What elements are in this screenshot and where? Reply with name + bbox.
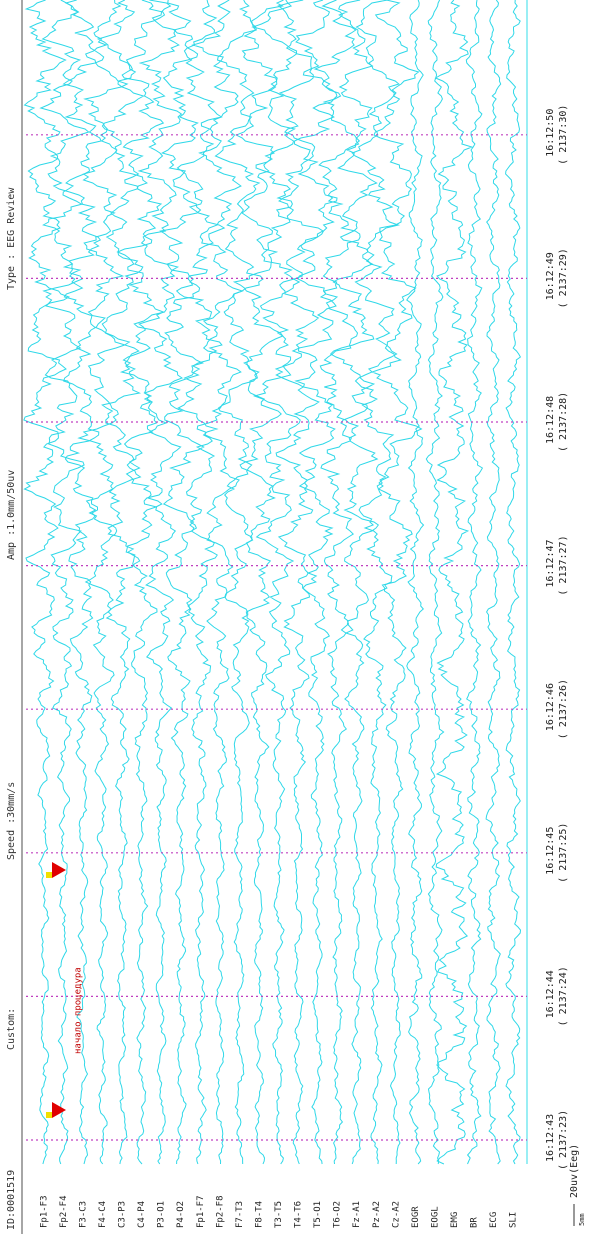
scale-width: 5mm — [578, 1213, 586, 1226]
channel-label: EOGL — [430, 1206, 440, 1228]
header-field: ID:0001519 — [6, 1170, 17, 1230]
channel-label: Pz-A2 — [372, 1201, 382, 1228]
timestamp: 16:12:47 — [545, 539, 556, 587]
channel-label: F3-C3 — [78, 1201, 88, 1228]
channel-label: C3-P3 — [118, 1201, 128, 1228]
channel-label: P4-O2 — [176, 1201, 186, 1228]
channel-label: T4-T6 — [294, 1201, 304, 1228]
sample-index: ( 2137:24) — [558, 966, 569, 1026]
channel-label: F4-C4 — [98, 1201, 108, 1228]
eeg-screen: ID:0001519 Custom: Speed :30mm/s Amp :1.0mm… — [0, 0, 589, 1234]
scale-amplitude: 20uv(Eeg) — [569, 1144, 580, 1198]
timestamp: 16:12:45 — [545, 827, 556, 875]
sample-index: ( 2137:27) — [558, 535, 569, 595]
event-marker-flag — [46, 1112, 52, 1118]
timestamp: 16:12:46 — [545, 683, 556, 731]
timestamp: 16:12:49 — [545, 252, 556, 300]
channel-label: SLI — [509, 1212, 519, 1228]
channel-label: Fp2-F4 — [59, 1195, 69, 1228]
sample-index: ( 2137:25) — [558, 823, 569, 883]
channel-label: EMG — [450, 1212, 460, 1228]
header-field: Amp :1.0mm/50uv — [6, 470, 17, 560]
channel-label: Fp2-F8 — [215, 1195, 225, 1228]
channel-label: Fp1-F3 — [39, 1195, 49, 1228]
channel-label: ECG — [489, 1212, 499, 1228]
channel-label: F8-T4 — [254, 1201, 264, 1228]
header-field: Custom: — [6, 1008, 17, 1050]
channel-label: C4-P4 — [137, 1201, 147, 1228]
sample-index: ( 2137:29) — [558, 248, 569, 308]
channel-label: T5-O1 — [313, 1201, 323, 1228]
sample-index: ( 2137:30) — [558, 105, 569, 165]
channel-label: T6-O2 — [333, 1201, 343, 1228]
sample-index: ( 2137:28) — [558, 392, 569, 452]
sample-index: ( 2137:26) — [558, 679, 569, 739]
background — [0, 0, 589, 1234]
annotation: начало процедура — [74, 967, 84, 1054]
channel-label: Cz-A2 — [391, 1201, 401, 1228]
timestamp: 16:12:43 — [545, 1114, 556, 1162]
sample-index: ( 2137:23) — [558, 1110, 569, 1170]
event-marker-flag — [46, 872, 52, 878]
channel-label: EOGR — [411, 1206, 421, 1228]
channel-label: Fz-A1 — [352, 1201, 362, 1228]
header-field: Type : EEG Review — [6, 187, 17, 290]
timestamp: 16:12:50 — [545, 109, 556, 157]
channel-label: BR — [470, 1217, 480, 1228]
header-field: Speed :30mm/s — [6, 782, 17, 860]
channel-label: P3-O1 — [157, 1201, 167, 1228]
page: {"header": {"fields": ["ID:0001519", "Cu… — [0, 0, 589, 1234]
timestamp: 16:12:44 — [545, 970, 556, 1018]
channel-label: Fp1-F7 — [196, 1195, 206, 1228]
timestamp: 16:12:48 — [545, 396, 556, 444]
channel-label: F7-T3 — [235, 1201, 245, 1228]
channel-label: T3-T5 — [274, 1201, 284, 1228]
